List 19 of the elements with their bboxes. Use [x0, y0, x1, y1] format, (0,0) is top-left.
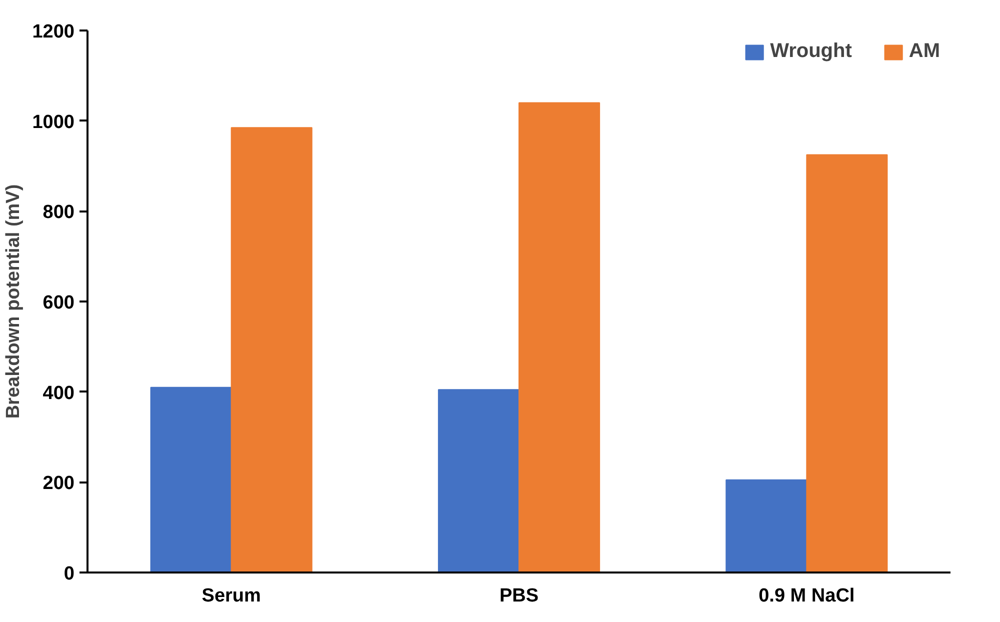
x-tick-label: Serum — [202, 586, 261, 606]
y-tick-label: 1200 — [32, 22, 75, 42]
x-tick-label: PBS — [499, 586, 539, 606]
x-tick-label: 0.9 M NaCl — [758, 586, 855, 606]
legend-label: AM — [908, 40, 940, 63]
y-tick-label: 800 — [42, 202, 74, 224]
y-tick-label: 0 — [64, 564, 75, 584]
y-tick-label: 200 — [42, 473, 74, 494]
y-tick-label: 400 — [42, 382, 74, 404]
bar — [230, 127, 312, 572]
bar — [806, 154, 888, 572]
bar — [726, 479, 808, 572]
y-tick-label: 1000 — [32, 112, 75, 133]
bar — [438, 389, 520, 572]
y-tick-label: 600 — [42, 292, 74, 314]
y-axis-title: Breakdown potential (mV) — [3, 184, 24, 419]
bar — [518, 102, 600, 572]
bar — [150, 386, 232, 572]
legend-label: Wrought — [770, 40, 852, 63]
